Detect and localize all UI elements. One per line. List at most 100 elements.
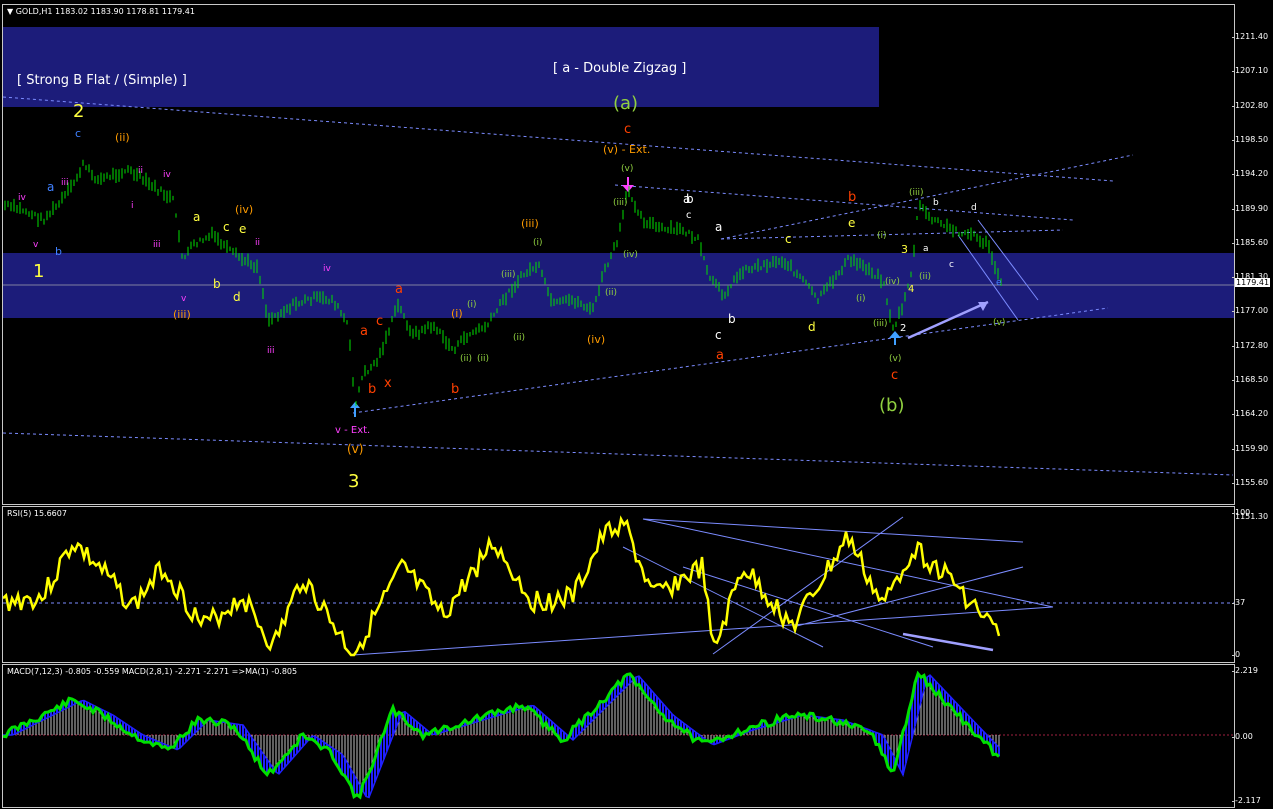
rsi-tick: 0	[1231, 650, 1241, 659]
wave-label-pii: (ii)	[460, 354, 472, 364]
price-tick: 1172.80	[1231, 340, 1269, 350]
wave-label-wb: (b)	[879, 395, 904, 416]
wave-label-d: d	[808, 320, 816, 334]
wave-label-piv: (iv)	[623, 250, 638, 260]
wave-label-b: b	[848, 190, 856, 205]
price-axis[interactable]: 1211.40 1207.10 1202.80 1198.50 1194.20 1189.…	[1231, 4, 1273, 521]
wave-label-pii: (ii)	[605, 288, 617, 298]
wave-label-iii: iii	[267, 346, 275, 356]
wave-label-b: b	[686, 192, 694, 206]
wave-label-piii: (iii)	[873, 319, 888, 329]
wave-label-piii: (iii)	[521, 217, 539, 230]
rsi-tick: 37	[1231, 598, 1246, 607]
macd-tick: 0.00	[1232, 732, 1253, 741]
wave-label-three: 3	[901, 243, 908, 256]
rsi-line	[3, 515, 1001, 657]
macd-title: MACD(7,12,3) -0.805 -0.559 MACD(2,8,1) -…	[7, 667, 298, 676]
price-tick: 1198.50	[1231, 134, 1269, 144]
wave-label-d: d	[971, 203, 977, 213]
down-arrow-icon	[622, 185, 634, 192]
symbol-timeframe: GOLD,H1	[15, 7, 53, 16]
price-tick: 1189.90	[1231, 203, 1269, 213]
price-tick: 1181.30	[1231, 272, 1269, 282]
collapse-arrow-icon[interactable]: ▼	[7, 7, 14, 16]
rsi-trend-line	[622, 546, 824, 648]
rsi-pane[interactable]: RSI(5) 15.6607	[2, 506, 1235, 663]
wave-label-piv: (iv)	[235, 203, 253, 216]
rsi-trend-line	[682, 566, 934, 648]
wave-label-pii: (ii)	[115, 131, 130, 144]
wave-label-a: a	[47, 180, 54, 194]
wave-label-iii: iii	[153, 240, 161, 250]
macd-axis: 2.219 0.00 -2.117	[1232, 664, 1273, 806]
wave-label-b: b	[55, 245, 62, 258]
wave-zone-band-top	[3, 27, 879, 107]
price-chart-pane[interactable]: [ Strong B Flat / (Simple) ] [ a - Doubl…	[2, 4, 1235, 505]
wave-label-wa: (a)	[613, 93, 638, 114]
wave-label-pii: (ii)	[513, 333, 525, 343]
wave-label-a: a	[193, 210, 200, 224]
price-tick: 1159.90	[1231, 443, 1269, 453]
channel-line	[977, 219, 1039, 301]
rsi-trend-line	[352, 606, 1054, 656]
trend-line	[720, 154, 1134, 240]
price-tick: 1168.50	[1231, 375, 1269, 384]
wave-label-piv: (iv)	[885, 277, 900, 287]
wave-label-c: c	[949, 260, 954, 270]
trend-line	[614, 184, 1074, 221]
wave-label-four: 4	[908, 284, 914, 295]
wave-label-e: e	[239, 222, 246, 236]
price-tick: 1155.60	[1231, 477, 1269, 487]
wave-label-v5: (v)	[347, 442, 363, 456]
current-price-tag: 1179.41	[1235, 278, 1271, 287]
wave-label-ii: ii	[255, 238, 260, 248]
rsi-title: RSI(5) 15.6607	[7, 509, 67, 518]
wave-label-a: a	[360, 324, 368, 339]
trend-line	[3, 96, 1114, 182]
wave-label-c: c	[686, 210, 692, 221]
wave-label-piii: (iii)	[501, 270, 516, 280]
wave-label-c: c	[785, 232, 792, 246]
rsi-divergence-arrow	[902, 632, 994, 652]
chart-header: ▼ GOLD,H1 1183.02 1183.90 1178.81 1179.4…	[7, 7, 195, 16]
trend-line	[720, 229, 1064, 240]
price-tick: 1207.10	[1231, 66, 1269, 76]
wave-label-pi: (i)	[467, 300, 477, 310]
wave-label-e: e	[996, 278, 1002, 288]
up-arrow-icon	[889, 331, 901, 338]
wave-label-n2: 2	[73, 101, 84, 122]
rsi-trend-line	[792, 566, 1024, 628]
wave-label-iv: iv	[18, 193, 27, 203]
macd-tick: -2.117	[1232, 796, 1261, 805]
macd-signal-line	[3, 674, 1000, 799]
wave-label-b: b	[933, 198, 939, 208]
macd-pane[interactable]: MACD(7,12,3) -0.805 -0.559 MACD(2,8,1) -…	[2, 664, 1235, 808]
rsi-trend-line	[642, 518, 1024, 543]
price-tick: 1177.00	[1231, 306, 1269, 316]
wave-label-a: a	[395, 282, 403, 297]
wave-label-d: d	[233, 290, 241, 304]
macd-plot	[3, 670, 1234, 800]
price-tick: 1211.40	[1231, 32, 1269, 41]
ohlc-readout: 1183.02 1183.90 1178.81 1179.41	[55, 7, 195, 16]
wave-label-v5: (v)	[889, 354, 901, 364]
wave-label-b: b	[213, 277, 221, 291]
price-plot: 123(a)(b)c(v) - Ext.(v)v - Ext.(v)acb xab…	[3, 93, 1234, 492]
wave-label-c: c	[223, 220, 230, 234]
strong-b-flat-label: [ Strong B Flat / (Simple) ]	[17, 73, 187, 88]
channel-line	[957, 234, 1019, 321]
wave-label-v5: (v)	[993, 318, 1005, 328]
wave-label-c: c	[75, 127, 81, 140]
up-arrow-icon	[350, 402, 360, 408]
macd-tick: 2.219	[1232, 666, 1258, 675]
price-tick: 1185.60	[1231, 237, 1269, 247]
price-tick: 1164.20	[1231, 409, 1269, 419]
wave-label-a: a	[715, 220, 722, 234]
wave-label-v: v	[33, 240, 39, 250]
divergence-arrowhead	[978, 302, 988, 311]
rsi-tick: 100	[1231, 508, 1251, 517]
wave-label-a: a	[683, 192, 690, 206]
price-tick: 1194.20	[1231, 169, 1269, 179]
wave-label-c: c	[715, 328, 722, 342]
wave-label-x: x	[384, 376, 392, 391]
